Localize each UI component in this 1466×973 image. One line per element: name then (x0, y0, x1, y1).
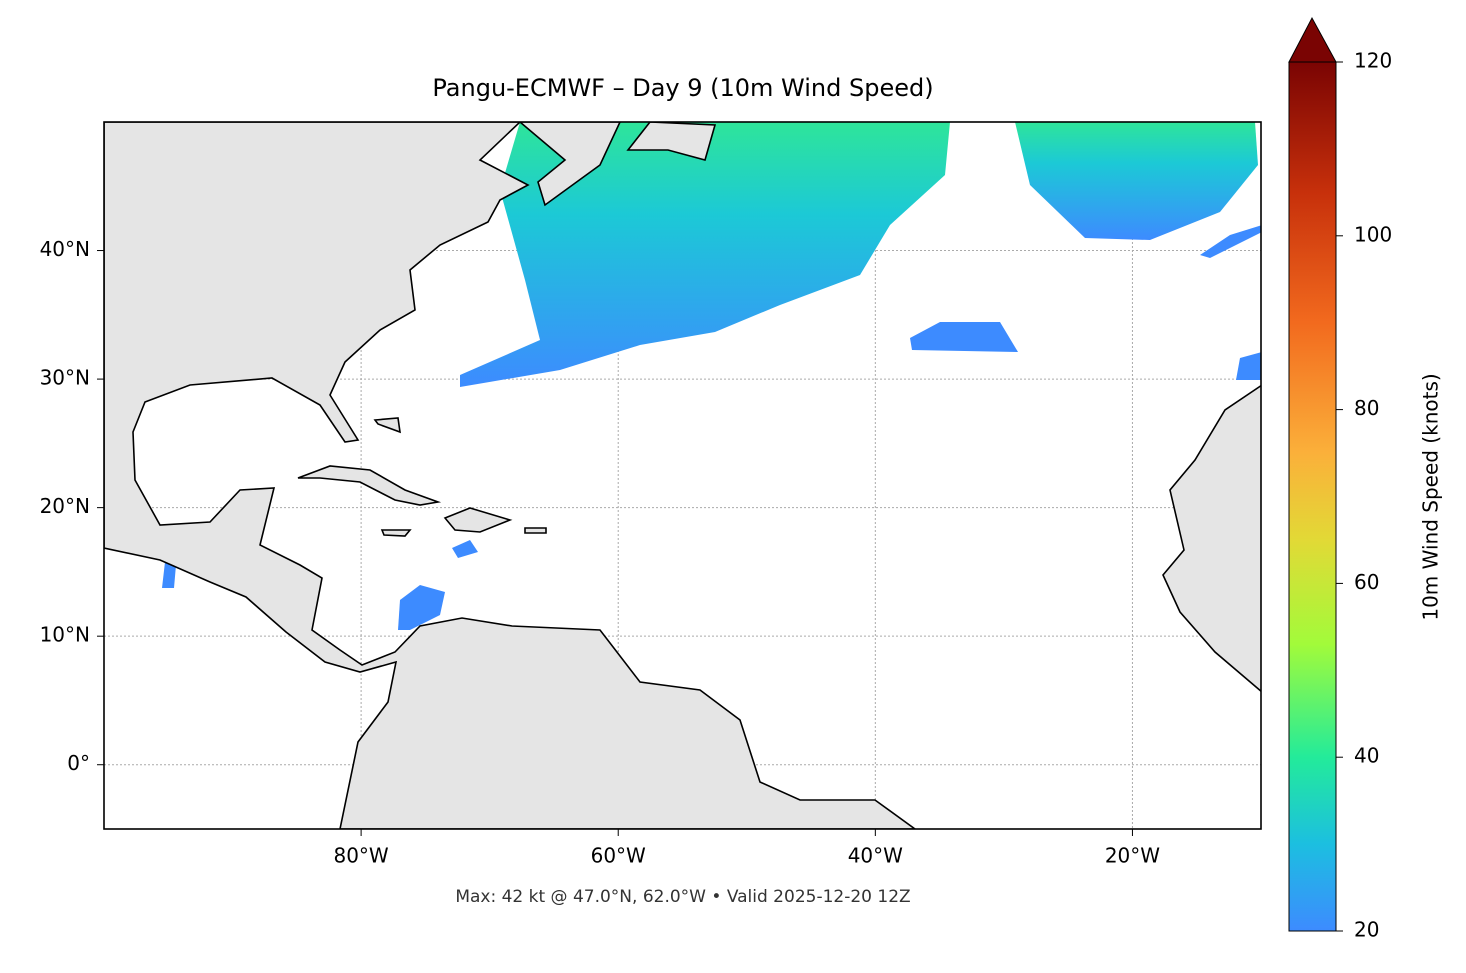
colorbar-tick-label: 100 (1354, 222, 1392, 246)
colorbar-tick-label: 40 (1354, 744, 1379, 768)
colorbar-tick-label: 60 (1354, 570, 1379, 594)
x-tick-label: 20°W (1105, 844, 1160, 868)
chart-title: Pangu-ECMWF – Day 9 (10m Wind Speed) (432, 74, 933, 102)
wind-field (460, 122, 950, 387)
colorbar-extend (1288, 16, 1337, 63)
y-tick-label: 30°N (40, 366, 90, 390)
land (104, 122, 917, 829)
y-tick-label: 20°N (40, 494, 90, 518)
wind-field (910, 322, 1018, 352)
colorbar-tick-label: 120 (1354, 49, 1392, 73)
x-tick-label: 80°W (333, 844, 388, 868)
footer: Max: 42 kt @ 47.0°N, 62.0°W • Valid 2025… (455, 887, 910, 907)
colorbar-tick-label: 80 (1354, 396, 1379, 420)
y-tick-label: 10°N (40, 623, 90, 647)
map-area (104, 122, 1261, 829)
wind-field (398, 585, 445, 630)
colorbar-label: 10m Wind Speed (knots) (1419, 373, 1443, 620)
land (518, 122, 717, 207)
y-tick-label: 0° (67, 751, 90, 775)
land (1162, 384, 1261, 693)
y-tick-label: 40°N (40, 237, 90, 261)
wind-field (1015, 122, 1258, 240)
x-tick-label: 60°W (591, 844, 646, 868)
x-tick-label: 40°W (848, 844, 903, 868)
map-frame (103, 121, 1262, 830)
colorbar-tick-label: 20 (1354, 918, 1379, 942)
colorbar (1288, 61, 1337, 932)
island (297, 417, 547, 537)
